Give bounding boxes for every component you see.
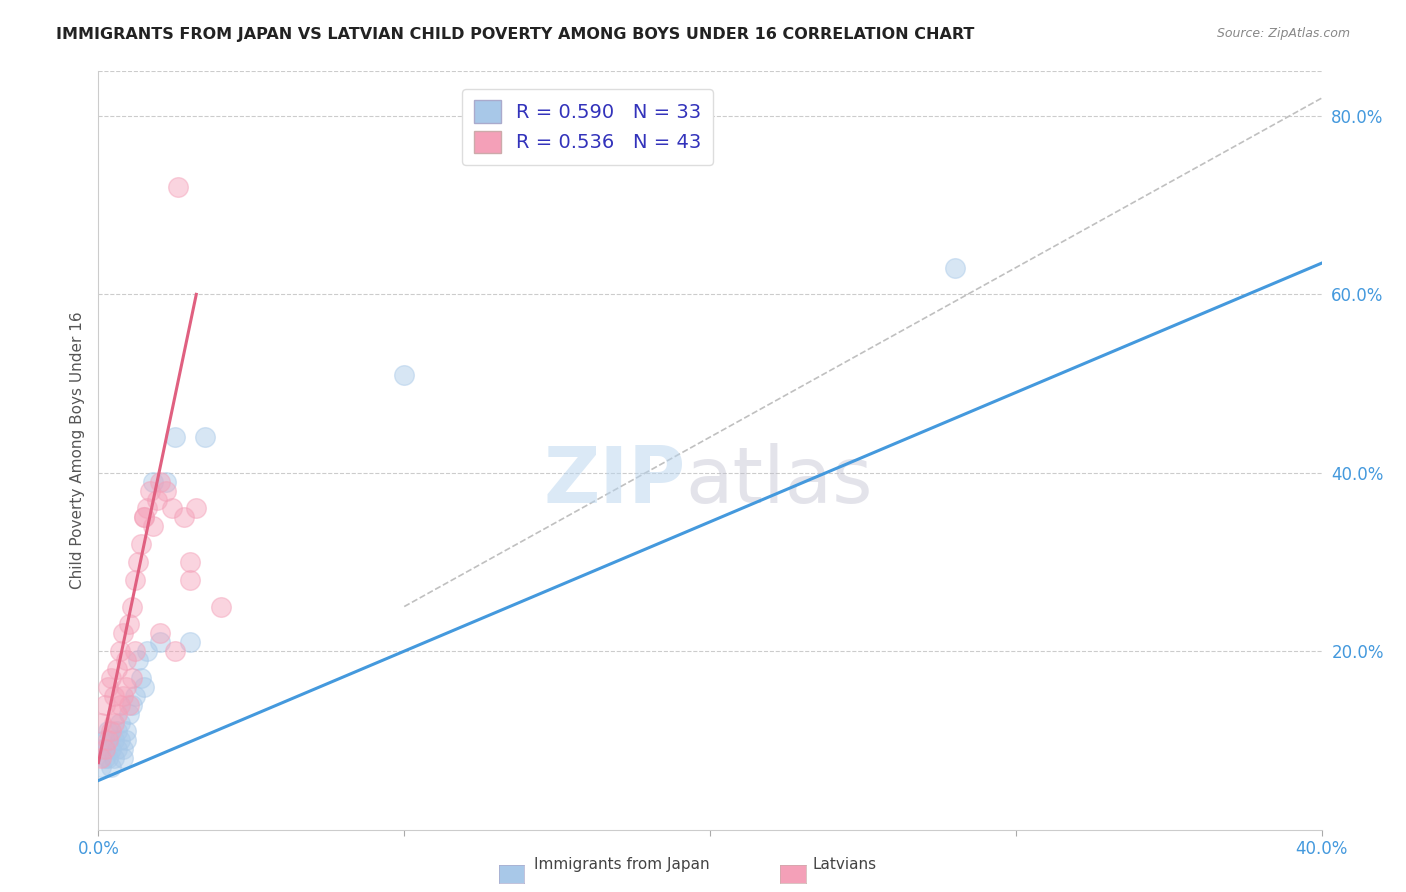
Point <box>111 742 134 756</box>
Point <box>105 742 128 756</box>
Point <box>93 742 115 756</box>
Point <box>163 644 186 658</box>
Point <box>136 501 159 516</box>
Y-axis label: Child Poverty Among Boys Under 16: Child Poverty Among Boys Under 16 <box>69 311 84 590</box>
Point <box>93 733 115 747</box>
Point <box>97 751 120 765</box>
Point <box>392 368 416 382</box>
Point <box>103 689 125 703</box>
Point <box>145 492 167 507</box>
Point <box>134 510 156 524</box>
Point <box>136 644 159 658</box>
Point <box>160 501 183 516</box>
Point <box>124 689 146 703</box>
Point <box>209 599 232 614</box>
Point <box>90 760 112 774</box>
Point <box>173 510 195 524</box>
Point <box>127 555 149 569</box>
Point <box>111 626 134 640</box>
Point <box>100 760 122 774</box>
Point <box>97 680 120 694</box>
Point <box>155 483 177 498</box>
Point <box>105 662 128 676</box>
Point <box>167 180 190 194</box>
Legend: R = 0.590   N = 33, R = 0.536   N = 43: R = 0.590 N = 33, R = 0.536 N = 43 <box>463 88 713 165</box>
Text: Immigrants from Japan: Immigrants from Japan <box>534 857 710 872</box>
Text: IMMIGRANTS FROM JAPAN VS LATVIAN CHILD POVERTY AMONG BOYS UNDER 16 CORRELATION C: IMMIGRANTS FROM JAPAN VS LATVIAN CHILD P… <box>56 27 974 42</box>
Point <box>142 475 165 489</box>
Text: atlas: atlas <box>686 442 873 519</box>
Point <box>111 689 134 703</box>
Point <box>105 724 128 739</box>
Point <box>142 519 165 533</box>
Point <box>139 483 162 498</box>
Point <box>118 617 141 632</box>
Point <box>149 626 172 640</box>
Point <box>100 671 122 685</box>
Point <box>115 680 138 694</box>
Point <box>93 751 115 765</box>
Point <box>100 742 122 756</box>
Point <box>90 742 112 756</box>
Point <box>90 751 112 765</box>
Point <box>97 733 120 747</box>
Point <box>186 501 208 516</box>
Point <box>118 706 141 721</box>
Point <box>179 555 201 569</box>
Point <box>179 635 201 649</box>
Point <box>124 644 146 658</box>
Point <box>179 573 201 587</box>
Point <box>129 671 152 685</box>
Point <box>115 653 138 667</box>
Point <box>108 733 131 747</box>
Point <box>163 430 186 444</box>
Point <box>121 671 143 685</box>
Point <box>121 599 143 614</box>
Point <box>118 698 141 712</box>
Point <box>155 475 177 489</box>
Point <box>127 653 149 667</box>
Text: Source: ZipAtlas.com: Source: ZipAtlas.com <box>1216 27 1350 40</box>
Point <box>115 733 138 747</box>
Point <box>108 715 131 730</box>
Point <box>124 573 146 587</box>
Point <box>108 644 131 658</box>
Point <box>115 724 138 739</box>
Point <box>103 715 125 730</box>
Point <box>194 430 217 444</box>
Point <box>121 698 143 712</box>
Point <box>93 698 115 712</box>
Point <box>134 680 156 694</box>
Point <box>129 537 152 551</box>
Point <box>108 698 131 712</box>
Point <box>103 751 125 765</box>
Point <box>90 715 112 730</box>
Point <box>100 724 122 739</box>
Text: ZIP: ZIP <box>543 442 686 519</box>
Point <box>943 260 966 275</box>
Point <box>97 724 120 739</box>
Point <box>103 733 125 747</box>
Point <box>111 751 134 765</box>
Point <box>105 706 128 721</box>
Point <box>149 635 172 649</box>
Text: Latvians: Latvians <box>813 857 877 872</box>
Point <box>134 510 156 524</box>
Point <box>149 475 172 489</box>
